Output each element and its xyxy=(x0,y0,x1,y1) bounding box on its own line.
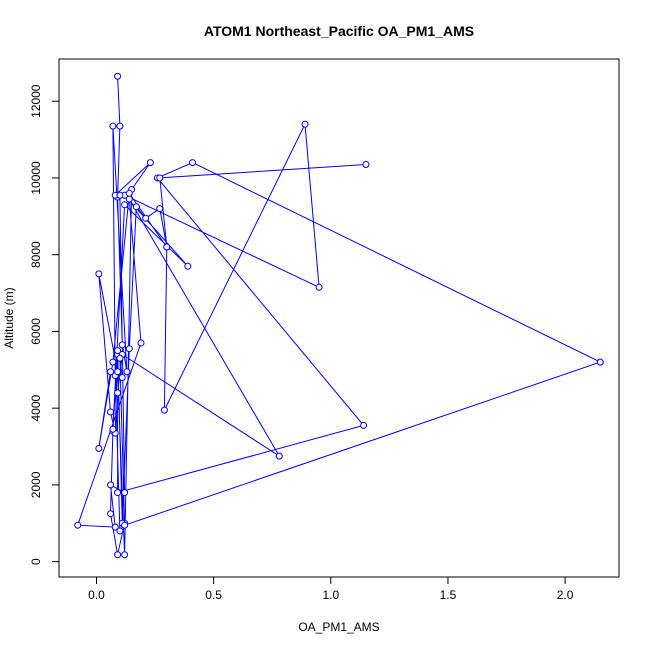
data-point xyxy=(137,339,145,347)
x-tick-label: 0.0 xyxy=(88,588,105,602)
x-tick-label: 0.5 xyxy=(205,588,222,602)
data-point xyxy=(156,174,164,182)
data-point xyxy=(184,262,192,270)
data-point xyxy=(121,551,129,559)
data-point xyxy=(116,191,124,199)
data-point xyxy=(362,161,370,169)
data-point xyxy=(596,358,604,366)
data-point xyxy=(123,368,131,376)
data-point xyxy=(114,72,122,80)
data-point xyxy=(107,481,115,489)
data-point xyxy=(116,354,124,362)
y-tick-label: 8000 xyxy=(29,241,43,268)
data-point xyxy=(114,551,122,559)
data-point xyxy=(74,521,82,529)
chart-title: ATOM1 Northeast_Pacific OA_PM1_AMS xyxy=(204,23,474,39)
data-point xyxy=(132,203,140,211)
y-tick-label: 12000 xyxy=(29,84,43,118)
data-point xyxy=(125,345,133,353)
y-tick-label: 0 xyxy=(29,558,43,565)
series-line xyxy=(77,76,602,555)
data-point xyxy=(125,195,133,203)
data-point xyxy=(107,408,115,416)
y-tick-label: 6000 xyxy=(29,318,43,345)
y-tick-label: 2000 xyxy=(29,471,43,498)
data-point xyxy=(116,122,124,130)
data-point xyxy=(301,120,309,128)
data-point xyxy=(118,373,126,381)
data-point xyxy=(118,341,126,349)
x-axis-label: OA_PM1_AMS xyxy=(298,620,379,634)
data-point xyxy=(107,510,115,518)
data-point xyxy=(125,189,133,197)
plot-frame xyxy=(58,58,620,578)
plot-area xyxy=(74,72,604,559)
data-point xyxy=(109,425,117,433)
data-point xyxy=(189,159,197,167)
data-point xyxy=(111,523,119,531)
x-axis: 0.0 0.5 1.0 1.5 2.0 xyxy=(88,576,574,602)
data-point xyxy=(114,489,122,497)
data-point xyxy=(275,452,283,460)
data-point xyxy=(163,243,171,251)
data-point xyxy=(121,489,129,497)
x-tick-label: 1.0 xyxy=(322,588,339,602)
data-point xyxy=(360,421,368,429)
y-axis: 0 2000 4000 6000 8000 10000 12000 xyxy=(29,84,60,565)
data-point xyxy=(121,201,129,209)
y-axis-label: Altitude (m) xyxy=(2,287,16,348)
y-tick-label: 4000 xyxy=(29,395,43,422)
data-point xyxy=(156,205,164,213)
data-point xyxy=(109,358,117,366)
y-tick-label: 10000 xyxy=(29,161,43,195)
data-point xyxy=(116,527,124,535)
data-point xyxy=(109,122,117,130)
x-tick-label: 2.0 xyxy=(557,588,574,602)
data-point xyxy=(315,283,323,291)
data-point xyxy=(114,347,122,355)
data-point xyxy=(114,368,122,376)
x-tick-label: 1.5 xyxy=(440,588,457,602)
data-point xyxy=(114,389,122,397)
data-point xyxy=(146,159,154,167)
data-point xyxy=(121,521,129,529)
data-point xyxy=(107,368,115,376)
data-point xyxy=(142,214,150,222)
data-point xyxy=(95,444,103,452)
data-point xyxy=(95,270,103,278)
data-point xyxy=(160,406,168,414)
